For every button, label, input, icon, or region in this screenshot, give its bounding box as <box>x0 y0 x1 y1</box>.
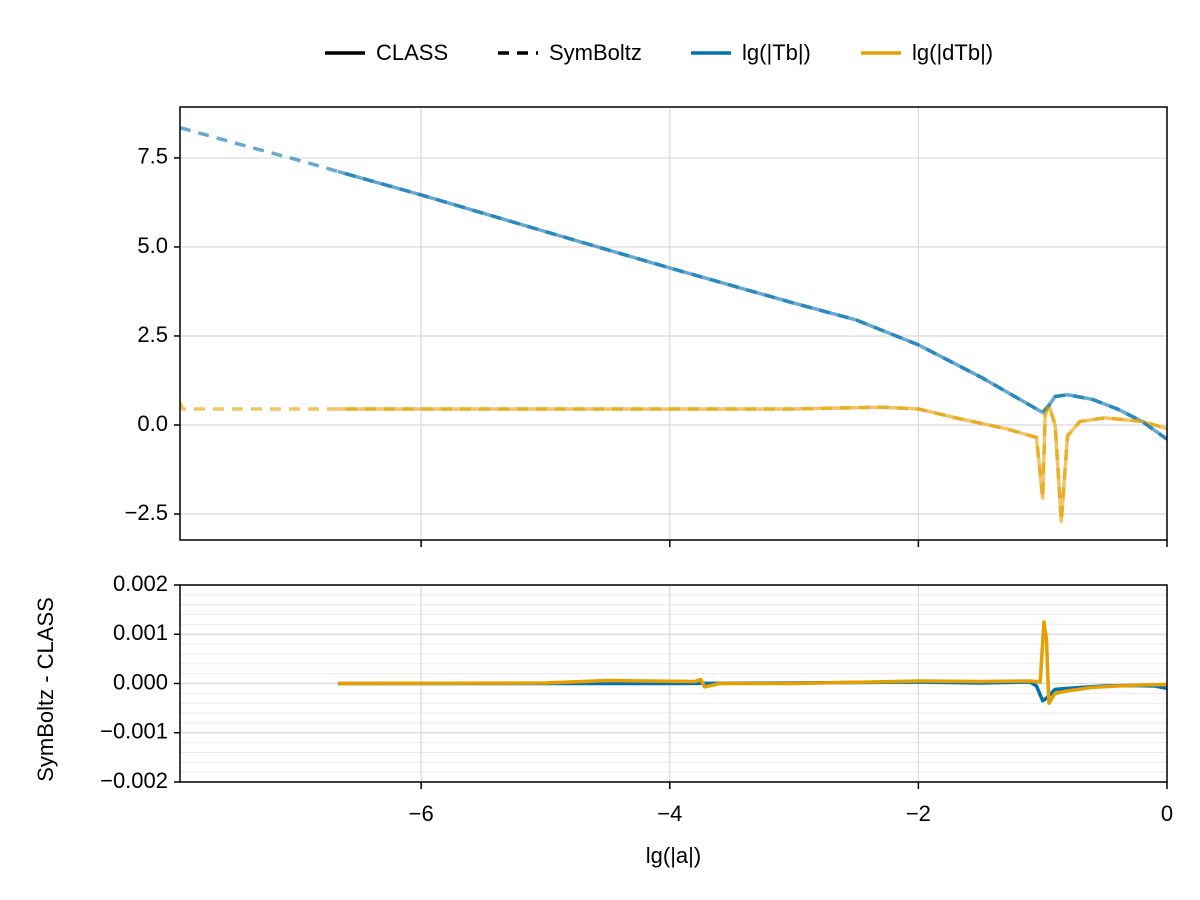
series-line <box>337 620 1167 705</box>
y-tick-label: 0.000 <box>113 669 168 694</box>
x-tick-label: −6 <box>409 801 434 826</box>
y-tick-label: 2.5 <box>137 322 168 347</box>
legend-label: SymBoltz <box>549 40 642 65</box>
y-tick-label: −0.001 <box>100 719 168 744</box>
plot-area <box>337 620 1167 705</box>
y-tick-label: 7.5 <box>137 144 168 169</box>
plot-frame <box>179 106 1168 541</box>
plot-frame <box>179 584 1168 783</box>
y-tick-label: 0.002 <box>113 571 168 596</box>
y-tick-label: 5.0 <box>137 233 168 258</box>
y-tick-label: −2.5 <box>125 500 168 525</box>
x-tick-label: −4 <box>657 801 682 826</box>
y-tick-label: 0.0 <box>137 411 168 436</box>
legend-label: lg(|dTb|) <box>912 40 993 65</box>
x-axis-label: lg(|a|) <box>646 843 701 868</box>
x-tick-label: 0 <box>1161 801 1173 826</box>
y-axis-label: SymBoltz - CLASS <box>33 597 58 782</box>
legend-label: CLASS <box>376 40 448 65</box>
plot-area <box>180 125 1167 523</box>
x-tick-label: −2 <box>906 801 931 826</box>
y-tick-label: −0.002 <box>100 768 168 793</box>
y-tick-label: 0.001 <box>113 620 168 645</box>
series-line <box>180 125 1167 441</box>
legend-label: lg(|Tb|) <box>742 40 811 65</box>
